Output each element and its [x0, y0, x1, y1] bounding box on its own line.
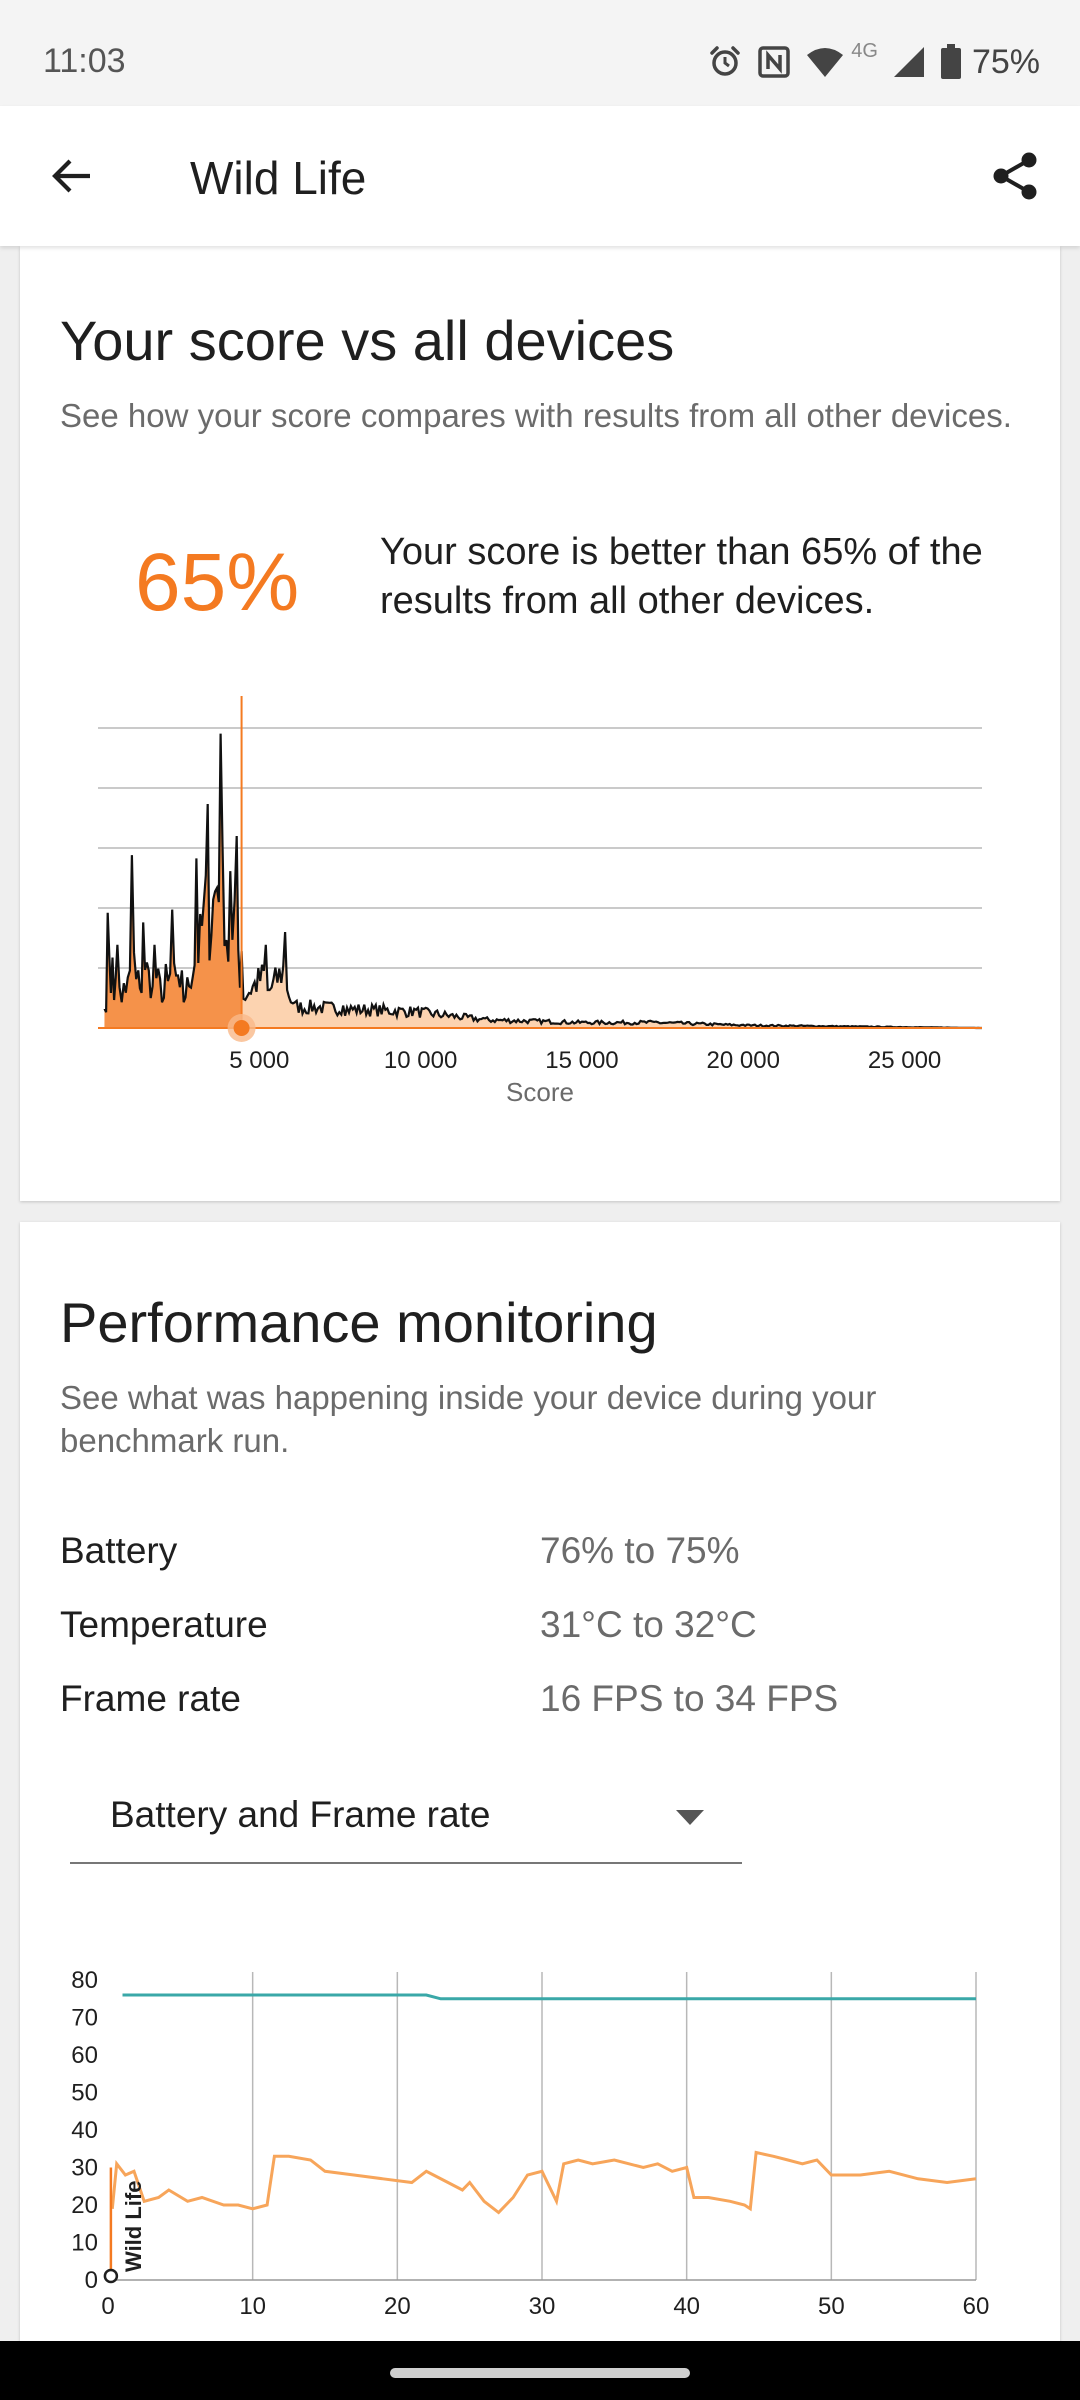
- score-card-heading: Your score vs all devices: [60, 309, 675, 372]
- navigation-bar: [0, 2341, 1080, 2400]
- chart-series-dropdown[interactable]: Battery and Frame rate: [70, 1772, 742, 1864]
- battery-series-line: [122, 1993, 976, 2001]
- percentile-text: Your score is better than 65% of the res…: [380, 531, 983, 622]
- x-tick-label: 20: [384, 2293, 411, 2320]
- network-type: 4G: [851, 40, 878, 62]
- score-card-description: See how your score compares with results…: [60, 397, 1012, 434]
- x-tick-label: 10: [239, 2293, 266, 2320]
- battery-percent: 75%: [971, 42, 1040, 81]
- dropdown-arrow-icon: [676, 1810, 704, 1825]
- x-tick-label: 30: [529, 2293, 556, 2320]
- percentile-value: 65%: [135, 537, 300, 628]
- app-bar: Wild Life: [0, 106, 1080, 246]
- metric-label-frame-rate: Frame rate: [60, 1678, 241, 1719]
- metric-value-temperature: 31°C to 32°C: [540, 1604, 757, 1645]
- run-label: Wild Life: [121, 2181, 146, 2272]
- frame-rate-series-line: [110, 2150, 977, 2215]
- score-comparison-card: Your score vs all devices See how your s…: [20, 246, 1060, 1201]
- status-time: 11:03: [43, 42, 126, 80]
- share-icon: [993, 152, 1037, 200]
- distribution-area-below: [104, 733, 242, 1028]
- metric-value-battery: 76% to 75%: [540, 1530, 740, 1571]
- metric-label-temperature: Temperature: [60, 1604, 268, 1645]
- x-axis-title: Score: [506, 1077, 574, 1107]
- y-tick-label: 20: [71, 2192, 98, 2219]
- distribution-line: [103, 733, 982, 1030]
- page-title: Wild Life: [190, 152, 367, 204]
- alarm-icon: [707, 44, 743, 80]
- performance-chart: 0 10 20 30 40 50 60 70 80 0 10 20 30 40 50 60 Wild Life: [71, 1967, 990, 2320]
- x-tick-label: 50: [818, 2293, 845, 2320]
- x-tick-label: 0: [101, 2293, 114, 2320]
- x-tick-label: 25 000: [868, 1047, 941, 1074]
- perf-card-heading: Performance monitoring: [60, 1291, 658, 1354]
- x-tick-label: 5 000: [229, 1047, 289, 1074]
- home-gesture-handle[interactable]: [390, 2368, 690, 2378]
- dropdown-selected-value: Battery and Frame rate: [110, 1794, 491, 1835]
- score-distribution-chart: 5 000 10 000 15 000 20 000 25 000 Score: [98, 696, 982, 1107]
- metric-value-frame-rate: 16 FPS to 34 FPS: [540, 1678, 839, 1719]
- y-tick-label: 0: [85, 2267, 98, 2294]
- y-tick-label: 40: [71, 2117, 98, 2144]
- y-tick-label: 10: [71, 2230, 98, 2257]
- battery-icon: [940, 44, 962, 80]
- status-icons: 4G 75%: [707, 40, 1040, 84]
- y-tick-label: 30: [71, 2155, 98, 2182]
- wifi-icon: [805, 45, 845, 79]
- y-tick-label: 80: [71, 1967, 98, 1994]
- perf-card-description: See what was happening inside your devic…: [60, 1379, 877, 1459]
- run-start-marker-dot: [103, 2268, 119, 2284]
- share-button[interactable]: [974, 134, 1058, 218]
- x-tick-label: 10 000: [384, 1047, 457, 1074]
- x-tick-label: 60: [963, 2293, 990, 2320]
- back-button[interactable]: [30, 134, 114, 218]
- y-tick-label: 60: [71, 2042, 98, 2069]
- x-tick-label: 40: [673, 2293, 700, 2320]
- your-score-marker-dot: [233, 1020, 250, 1036]
- y-tick-label: 70: [71, 2005, 98, 2032]
- x-tick-label: 20 000: [707, 1047, 780, 1074]
- status-bar: 11:03 4G 75%: [0, 0, 1080, 106]
- nfc-icon: [757, 45, 791, 79]
- signal-icon: [892, 45, 926, 79]
- arrow-left-icon: [52, 159, 90, 193]
- y-tick-label: 50: [71, 2080, 98, 2107]
- performance-card: Performance monitoring See what was happ…: [20, 1222, 1060, 2342]
- metric-label-battery: Battery: [60, 1530, 178, 1571]
- x-tick-label: 15 000: [545, 1047, 618, 1074]
